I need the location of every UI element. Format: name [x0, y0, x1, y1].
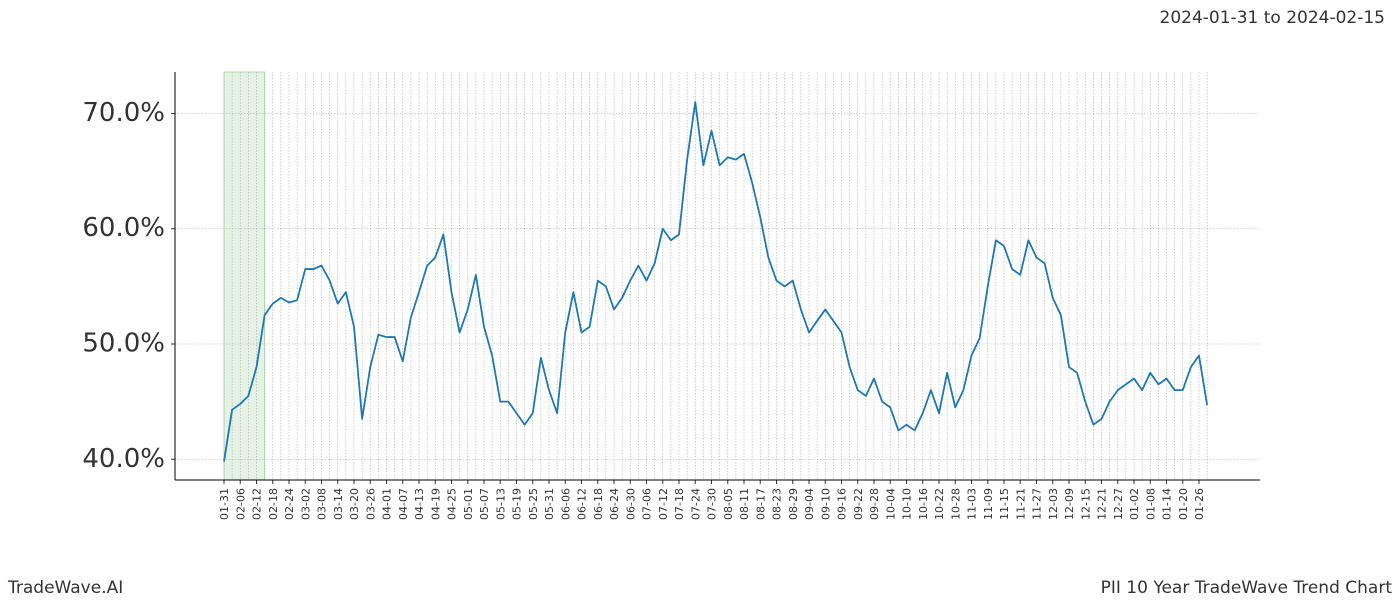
x-tick-label: 04-25: [446, 488, 459, 520]
x-tick-label: 10-04: [884, 488, 897, 520]
x-tick-label: 06-30: [624, 488, 637, 520]
x-tick-label: 01-14: [1161, 488, 1174, 520]
x-tick-label: 05-07: [478, 488, 491, 520]
x-tick-label: 01-02: [1128, 488, 1141, 520]
x-tick-label: 12-03: [1047, 488, 1060, 520]
x-tick-label: 06-06: [559, 488, 572, 520]
x-tick-label: 05-31: [543, 488, 556, 520]
x-tick-label: 12-27: [1112, 488, 1125, 520]
x-tick-label: 03-26: [364, 488, 377, 520]
x-tick-label: 10-16: [917, 488, 930, 520]
x-tick-label: 08-05: [722, 488, 735, 520]
x-tick-label: 03-08: [316, 488, 329, 520]
highlight-band: [223, 71, 266, 481]
x-tick-label: 07-24: [689, 488, 702, 520]
x-tick-label: 01-26: [1193, 488, 1206, 520]
x-tick-label: 04-13: [413, 488, 426, 520]
x-tick-label: 11-15: [998, 488, 1011, 520]
x-tick-label: 06-18: [592, 488, 605, 520]
x-tick-label: 08-17: [754, 488, 767, 520]
x-tick-label: 07-12: [657, 488, 670, 520]
x-tick-label: 02-06: [234, 488, 247, 520]
plot-area: 01-31 02-06 02-12 02-18 02-24 03-02 03-08 03-14…: [82, 71, 1260, 520]
x-tick-label: 01-31: [218, 488, 231, 520]
x-tick-label: 12-21: [1096, 488, 1109, 520]
x-tick-label: 01-20: [1177, 488, 1190, 520]
x-tick-label: 02-24: [283, 488, 296, 520]
x-tick-label: 11-27: [1031, 488, 1044, 520]
x-tick-label: 07-06: [641, 488, 654, 520]
y-tick-label: 40.0%: [82, 444, 165, 474]
y-tick-label: 70.0%: [82, 98, 165, 128]
trend-line: [223, 101, 1209, 462]
x-tick-label: 06-24: [608, 488, 621, 520]
brand: TradeWave.AI: [7, 578, 123, 598]
x-tick-label: 04-07: [397, 488, 410, 520]
x-tick-label: 05-19: [511, 488, 524, 520]
x-tick-label: 04-19: [429, 488, 442, 520]
x-tick-label: 08-11: [738, 488, 751, 520]
x-tick-label: 12-15: [1079, 488, 1092, 520]
chart-title: PII 10 Year TradeWave Trend Chart: [1101, 578, 1393, 598]
x-tick-label: 03-20: [348, 488, 361, 520]
x-tick-label: 10-22: [933, 488, 946, 520]
x-tick-label: 09-22: [852, 488, 865, 520]
x-tick-label: 08-23: [771, 488, 784, 520]
x-tick-label: 09-28: [868, 488, 881, 520]
x-tick-label: 12-09: [1063, 488, 1076, 520]
x-tick-label: 09-16: [836, 488, 849, 520]
x-tick-label: 03-14: [332, 488, 345, 520]
y-tick-label: 50.0%: [82, 329, 165, 359]
x-tick-label: 03-02: [299, 488, 312, 520]
x-tick-label: 05-13: [494, 488, 507, 520]
x-tick-label: 06-12: [576, 488, 589, 520]
x-tick-label: 05-25: [527, 488, 540, 520]
x-tick-label: 08-29: [787, 488, 800, 520]
x-tick-label: 04-01: [381, 488, 394, 520]
x-tick-label: 01-08: [1144, 488, 1157, 520]
x-tick-label: 09-04: [803, 488, 816, 520]
x-tick-label: 09-10: [819, 488, 832, 520]
x-tick-label: 10-10: [901, 488, 914, 520]
x-tick-label: 02-12: [251, 488, 264, 520]
x-tick-label: 10-28: [949, 488, 962, 520]
y-tick-label: 60.0%: [82, 213, 165, 243]
x-tick-label: 02-18: [267, 488, 280, 520]
x-tick-label: 11-03: [966, 488, 979, 520]
x-tick-label: 11-21: [1014, 488, 1027, 520]
x-tick-label: 11-09: [982, 488, 995, 520]
x-tick-label: 07-30: [706, 488, 719, 520]
x-tick-label: 05-01: [462, 488, 475, 520]
date-range: 2024-01-31 to 2024-02-15: [1160, 8, 1385, 28]
x-tick-label: 07-18: [673, 488, 686, 520]
